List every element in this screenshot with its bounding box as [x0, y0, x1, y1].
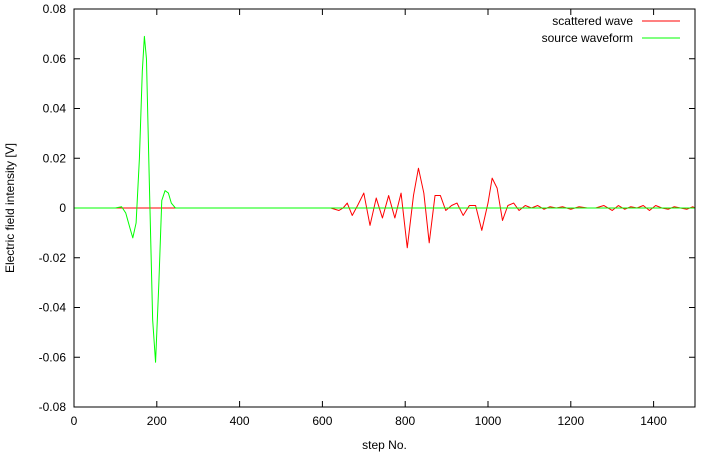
y-tick-label: 0	[59, 201, 66, 215]
legend-label-scattered-wave: scattered wave	[552, 14, 633, 28]
ticks-layer: 0 200 400 600 800 1000 1200 1400 -0.08 -0.06 -0.04…	[39, 2, 695, 428]
x-axis-title: step No.	[362, 438, 407, 452]
x-tick-label: 800	[395, 414, 415, 428]
x-tick-label: 400	[230, 414, 250, 428]
series-layer	[74, 35, 696, 363]
x-tick-label: 1000	[475, 414, 502, 428]
y-tick-label: 0.02	[43, 151, 67, 165]
y-tick-label: -0.04	[39, 301, 67, 315]
x-tick-label: 0	[71, 414, 78, 428]
y-tick-label: -0.02	[39, 251, 67, 265]
plot-frame	[73, 8, 696, 408]
legend-label-source-waveform: source waveform	[542, 31, 633, 45]
series-line-source-waveform	[74, 35, 695, 363]
x-tick-label: 200	[147, 414, 167, 428]
x-tick-label: 600	[312, 414, 332, 428]
y-tick-label: -0.06	[39, 350, 67, 364]
legend: scattered wave source waveform	[542, 14, 680, 45]
series-line-scattered-wave	[74, 167, 696, 249]
x-tick-label: 1400	[640, 414, 667, 428]
x-tick-label: 1200	[557, 414, 584, 428]
y-tick-label: 0.08	[43, 2, 67, 16]
y-tick-label: 0.06	[43, 52, 67, 66]
y-tick-label: -0.08	[39, 400, 67, 414]
y-axis-title: Electric field intensity [V]	[3, 143, 17, 273]
y-tick-label: 0.04	[43, 102, 67, 116]
